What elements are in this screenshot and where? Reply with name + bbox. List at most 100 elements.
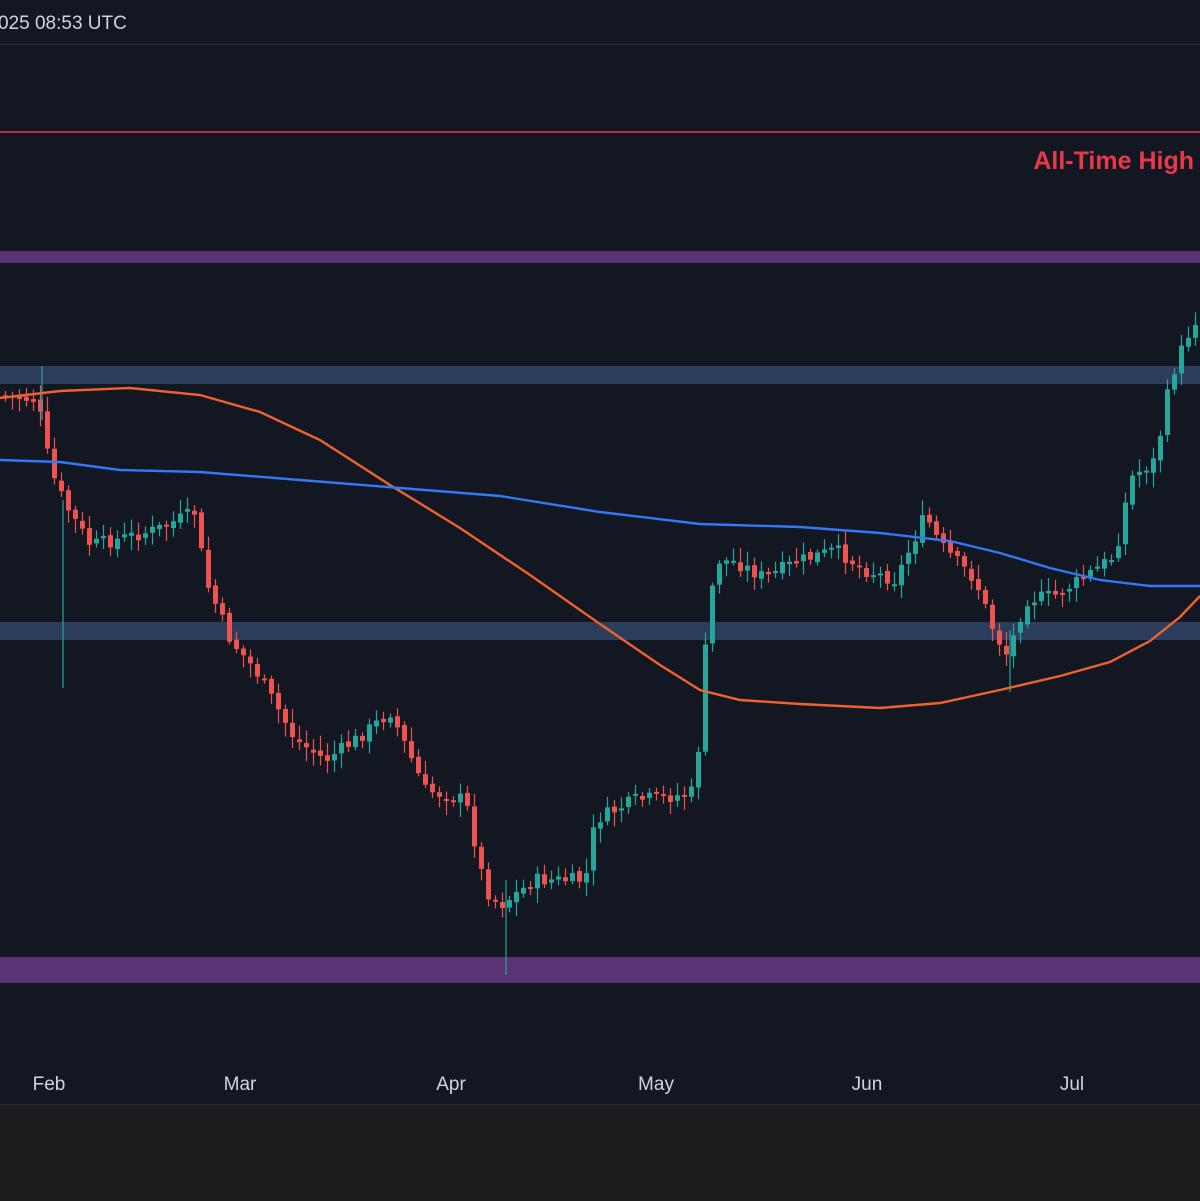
- up-candle: [717, 563, 722, 585]
- up-candle: [1025, 606, 1030, 625]
- down-candle: [227, 612, 232, 642]
- down-candle: [1081, 577, 1086, 580]
- x-tick-label: Jun: [852, 1074, 883, 1095]
- down-candle: [255, 664, 260, 677]
- up-candle: [899, 564, 904, 586]
- down-candle: [472, 806, 477, 847]
- down-candle: [1004, 645, 1009, 655]
- up-candle: [647, 792, 652, 798]
- up-candle: [1144, 470, 1149, 473]
- down-candle: [45, 411, 50, 449]
- down-candle: [192, 510, 197, 515]
- moving-averages-layer: [0, 386, 1200, 710]
- purple-resistance-zone: [0, 251, 1200, 263]
- down-candle: [668, 795, 673, 802]
- up-candle: [1193, 324, 1198, 338]
- down-candle: [262, 678, 267, 681]
- up-candle: [101, 536, 106, 539]
- down-candle: [451, 800, 456, 803]
- down-candle: [885, 570, 890, 584]
- down-candle: [304, 743, 309, 748]
- price-chart[interactable]: All-Time High Feb Mar Apr May Jun Jul: [0, 0, 1200, 1104]
- chart-footer: [0, 1104, 1200, 1201]
- down-candle: [346, 741, 351, 747]
- up-candle: [1130, 475, 1135, 505]
- chart-timestamp: 025 08:53 UTC: [0, 13, 127, 34]
- down-candle: [220, 603, 225, 615]
- down-candle: [465, 792, 470, 806]
- down-candle: [444, 798, 449, 801]
- up-candle: [675, 795, 680, 801]
- up-candle: [801, 554, 806, 562]
- down-candle: [409, 741, 414, 759]
- chart-header: 025 08:53 UTC: [0, 0, 1200, 45]
- up-candle: [822, 549, 827, 553]
- down-candle: [864, 568, 869, 577]
- down-candle: [213, 585, 218, 604]
- down-candle: [318, 750, 323, 756]
- all-time-high-group: All-Time High: [0, 131, 1200, 175]
- up-candle: [353, 735, 358, 748]
- down-candle: [962, 556, 967, 567]
- up-candle: [185, 508, 190, 512]
- up-candle: [570, 873, 575, 882]
- down-candle: [430, 783, 435, 793]
- down-candle: [283, 709, 288, 723]
- down-candle: [500, 902, 505, 909]
- up-candle: [1137, 471, 1142, 476]
- down-candle: [794, 561, 799, 564]
- down-candle: [297, 739, 302, 743]
- down-candle: [542, 874, 547, 885]
- x-tick-label: Jul: [1060, 1074, 1084, 1095]
- up-candle: [920, 515, 925, 543]
- up-candle: [1018, 621, 1023, 633]
- down-candle: [682, 794, 687, 797]
- all-time-high-label: All-Time High: [1033, 147, 1194, 175]
- down-candle: [976, 578, 981, 591]
- up-candle: [689, 786, 694, 797]
- up-candle: [1179, 345, 1184, 374]
- up-candle: [836, 545, 841, 549]
- down-candle: [290, 722, 295, 738]
- down-candle: [87, 528, 92, 545]
- up-candle: [556, 876, 561, 880]
- down-candle: [948, 541, 953, 553]
- up-candle: [1186, 337, 1191, 347]
- up-candle: [332, 754, 337, 761]
- up-candle: [1109, 560, 1114, 563]
- down-candle: [850, 560, 855, 565]
- blue-resistance-zone: [0, 366, 1200, 384]
- up-candle: [157, 524, 162, 530]
- x-tick-label: May: [638, 1074, 674, 1095]
- up-candle: [1165, 389, 1170, 436]
- down-candle: [38, 399, 43, 412]
- up-candle: [549, 879, 554, 883]
- up-candle: [150, 526, 155, 533]
- up-candle: [710, 585, 715, 644]
- up-candle: [759, 571, 764, 579]
- x-tick-label: Mar: [224, 1074, 257, 1095]
- up-candle: [829, 547, 834, 550]
- up-candle: [339, 743, 344, 754]
- down-candle: [577, 870, 582, 882]
- up-candle: [1011, 635, 1016, 657]
- down-candle: [248, 656, 253, 664]
- up-candle: [815, 552, 820, 563]
- up-candle: [535, 873, 540, 889]
- down-candle: [395, 716, 400, 728]
- down-candle: [66, 490, 71, 511]
- purple-support-zone: [0, 957, 1200, 983]
- down-candle: [206, 549, 211, 588]
- down-candle: [80, 520, 85, 529]
- up-candle: [696, 751, 701, 788]
- down-candle: [1060, 592, 1065, 595]
- up-candle: [780, 561, 785, 574]
- up-candle: [94, 538, 99, 544]
- up-candle: [892, 584, 897, 587]
- up-candle: [591, 827, 596, 871]
- down-candle: [528, 887, 533, 890]
- down-candle: [241, 648, 246, 656]
- down-candle: [563, 877, 568, 882]
- down-candle: [199, 512, 204, 549]
- up-candle: [1116, 546, 1121, 558]
